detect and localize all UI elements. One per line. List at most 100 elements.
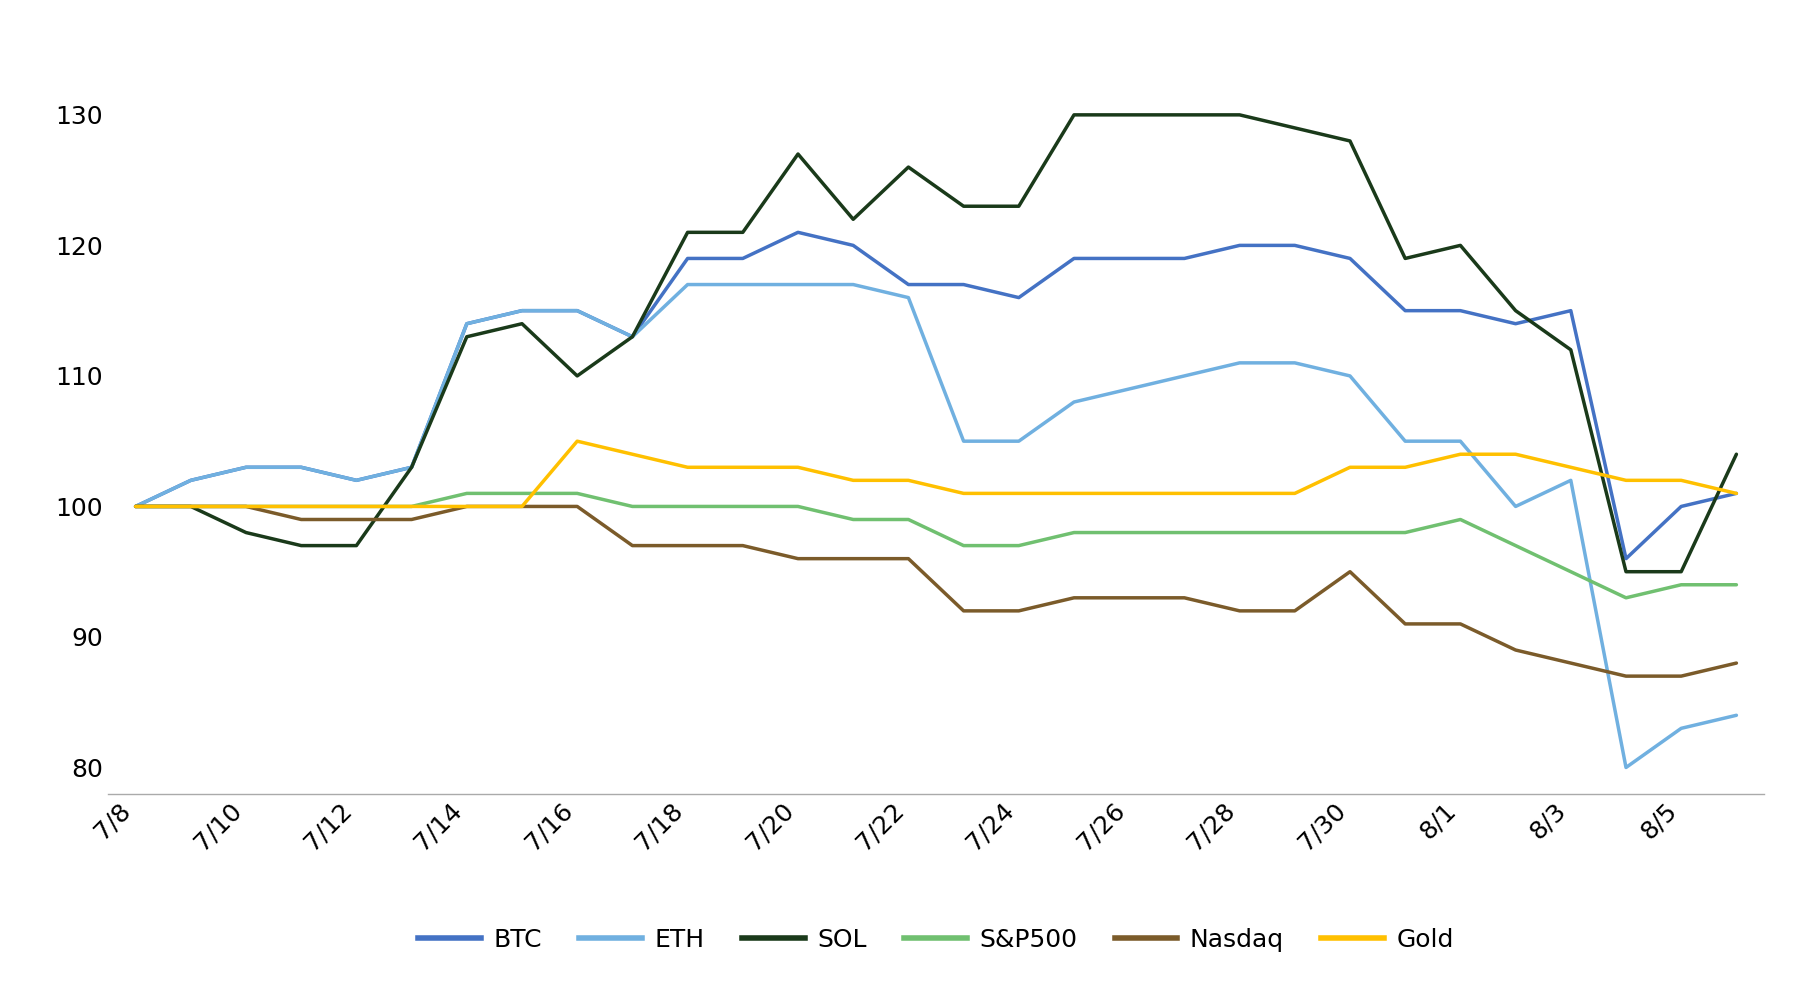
SOL [1064, 109, 1085, 121]
S&P500 [1615, 592, 1636, 604]
Gold [511, 501, 533, 513]
BTC [1339, 253, 1361, 265]
Gold [1064, 487, 1085, 499]
S&P500 [842, 514, 864, 526]
S&P500 [1449, 514, 1471, 526]
BTC [567, 305, 589, 316]
S&P500 [621, 501, 643, 513]
Gold [346, 501, 367, 513]
BTC [621, 330, 643, 342]
BTC [124, 501, 146, 513]
BTC [1229, 239, 1251, 251]
Nasdaq [787, 553, 808, 564]
Line: SOL: SOL [135, 115, 1737, 571]
Nasdaq [1229, 605, 1251, 617]
BTC [346, 474, 367, 486]
SOL [842, 213, 864, 225]
Nasdaq [677, 540, 698, 552]
BTC [677, 253, 698, 265]
S&P500 [1670, 578, 1692, 590]
BTC [1615, 553, 1636, 564]
BTC [1064, 253, 1085, 265]
Gold [733, 461, 754, 473]
Nasdaq [1008, 605, 1030, 617]
ETH [1505, 501, 1526, 513]
Gold [952, 487, 974, 499]
S&P500 [401, 501, 423, 513]
S&P500 [511, 487, 533, 499]
ETH [1449, 435, 1471, 447]
SOL [952, 200, 974, 212]
BTC [1726, 487, 1748, 499]
Nasdaq [290, 514, 311, 526]
SOL [1670, 565, 1692, 577]
ETH [1064, 396, 1085, 408]
ETH [1615, 762, 1636, 774]
S&P500 [290, 501, 311, 513]
Nasdaq [511, 501, 533, 513]
BTC [898, 279, 920, 291]
ETH [290, 461, 311, 473]
Nasdaq [1118, 592, 1139, 604]
SOL [1229, 109, 1251, 121]
ETH [1561, 474, 1582, 486]
BTC [1505, 317, 1526, 329]
Nasdaq [952, 605, 974, 617]
S&P500 [733, 501, 754, 513]
SOL [1008, 200, 1030, 212]
ETH [236, 461, 257, 473]
ETH [787, 279, 808, 291]
Gold [1505, 448, 1526, 460]
SOL [567, 370, 589, 382]
BTC [1449, 305, 1471, 316]
Gold [1118, 487, 1139, 499]
SOL [677, 226, 698, 238]
S&P500 [952, 540, 974, 552]
ETH [567, 305, 589, 316]
Gold [401, 501, 423, 513]
BTC [290, 461, 311, 473]
S&P500 [1174, 527, 1195, 539]
S&P500 [1064, 527, 1085, 539]
ETH [1670, 722, 1692, 734]
S&P500 [455, 487, 477, 499]
ETH [1726, 709, 1748, 721]
Gold [842, 474, 864, 486]
SOL [180, 501, 202, 513]
Gold [1283, 487, 1305, 499]
ETH [1008, 435, 1030, 447]
Nasdaq [401, 514, 423, 526]
Nasdaq [733, 540, 754, 552]
S&P500 [1339, 527, 1361, 539]
SOL [621, 330, 643, 342]
S&P500 [787, 501, 808, 513]
SOL [787, 148, 808, 160]
Gold [621, 448, 643, 460]
ETH [1283, 357, 1305, 369]
Gold [787, 461, 808, 473]
Nasdaq [455, 501, 477, 513]
BTC [1008, 292, 1030, 304]
ETH [124, 501, 146, 513]
Nasdaq [1505, 644, 1526, 656]
SOL [1505, 305, 1526, 316]
Nasdaq [124, 501, 146, 513]
Nasdaq [1670, 671, 1692, 682]
S&P500 [1395, 527, 1417, 539]
ETH [677, 279, 698, 291]
ETH [1395, 435, 1417, 447]
ETH [1174, 370, 1195, 382]
Nasdaq [346, 514, 367, 526]
SOL [1561, 344, 1582, 356]
ETH [346, 474, 367, 486]
Gold [1449, 448, 1471, 460]
SOL [290, 540, 311, 552]
Gold [677, 461, 698, 473]
Nasdaq [621, 540, 643, 552]
SOL [455, 330, 477, 342]
ETH [842, 279, 864, 291]
ETH [401, 461, 423, 473]
Nasdaq [1615, 671, 1636, 682]
Nasdaq [567, 501, 589, 513]
BTC [511, 305, 533, 316]
